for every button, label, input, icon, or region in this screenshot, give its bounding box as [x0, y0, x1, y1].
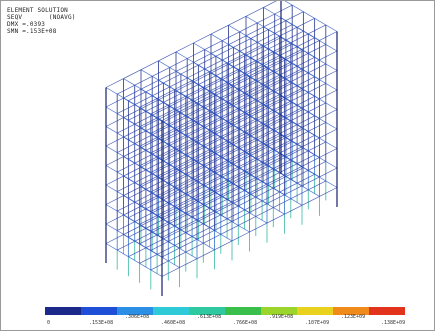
legend-swatch-5 [225, 307, 261, 315]
legend-swatch-2 [117, 307, 153, 315]
legend-label-5: .766E+08 [233, 320, 258, 326]
legend-swatch-1 [81, 307, 117, 315]
legend-label-2: .306E+08 [125, 314, 150, 320]
header-title: ELEMENT SOLUTION [7, 7, 68, 14]
legend-label-0: 0 [47, 320, 51, 326]
legend-label-3: .460E+08 [161, 320, 186, 326]
header-smn: SMN =.153E+08 [7, 28, 57, 35]
legend-swatch-4 [189, 307, 225, 315]
legend-swatch-3 [153, 307, 189, 315]
header-dmx: DMX =.0393 [7, 21, 46, 28]
header-quantity: SEQV (NOAVG) [7, 14, 76, 21]
legend-label-9: .138E+09 [381, 320, 406, 326]
frame-lines [105, 1, 338, 296]
legend-swatch-8 [333, 307, 369, 315]
legend-swatch-0 [45, 307, 81, 315]
legend-swatch-6 [261, 307, 297, 315]
legend-swatch-9 [369, 307, 405, 315]
solution-header: ELEMENT SOLUTION SEQV (NOAVG) DMX =.0393… [7, 7, 76, 35]
legend-label-4: .613E+08 [197, 314, 222, 320]
contour-legend-bar [45, 307, 405, 315]
legend-label-7: .107E+09 [305, 320, 330, 326]
legend-swatch-7 [297, 307, 333, 315]
legend-label-8: .123E+09 [341, 314, 366, 320]
legend-label-1: .153E+08 [89, 320, 114, 326]
contour-legend-labels: 0 .153E+08 .306E+08 .460E+08 .613E+08 .7… [1, 314, 435, 332]
legend-label-6: .919E+08 [269, 314, 294, 320]
